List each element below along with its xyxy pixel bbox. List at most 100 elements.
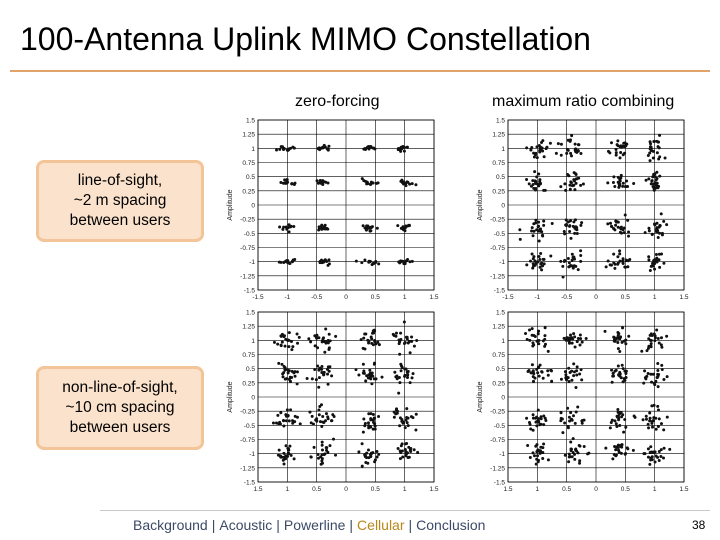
constellation-point (287, 345, 291, 349)
constellation-point (654, 427, 658, 431)
constellation-point (628, 258, 632, 262)
y-axis-label: Amplitude (227, 381, 234, 412)
constellation-point (567, 341, 571, 345)
constellation-point (649, 338, 653, 342)
constellation-point (614, 422, 618, 426)
constellation-point (399, 362, 403, 366)
constellation-point (371, 412, 375, 416)
constellation-point (283, 344, 287, 348)
constellation-point (623, 213, 627, 217)
constellation-point (648, 416, 652, 420)
constellation-point (616, 364, 620, 368)
constellation-point (534, 416, 538, 420)
constellation-point (625, 179, 629, 183)
footer-nav-powerline[interactable]: Powerline (283, 517, 346, 533)
constellation-point (279, 260, 283, 264)
constellation-point (582, 445, 586, 449)
constellation-point (320, 370, 324, 374)
constellation-point (404, 452, 408, 456)
constellation-point (525, 337, 529, 341)
constellation-point (282, 451, 286, 455)
footer-divider (100, 510, 710, 511)
constellation-point (416, 450, 420, 454)
constellation-point (562, 230, 566, 234)
y-tick-label: -1.5 (244, 480, 256, 487)
constellation-point (609, 421, 613, 425)
constellation-point (530, 229, 534, 233)
y-tick-label: -0.25 (490, 409, 505, 416)
constellation-point (361, 224, 365, 228)
constellation-point (621, 367, 625, 371)
constellation-point (393, 370, 397, 374)
constellation-point (366, 461, 370, 465)
constellation-point (579, 223, 583, 227)
constellation-point (574, 181, 578, 185)
constellation-point (573, 142, 577, 146)
constellation-point (408, 260, 412, 264)
constellation-point (367, 339, 371, 343)
footer-nav-background[interactable]: Background (133, 517, 208, 533)
constellation-point (650, 425, 654, 429)
constellation-point (643, 369, 647, 373)
y-tick-label: -0.75 (490, 437, 505, 444)
constellation-point (536, 332, 540, 336)
constellation-point (318, 366, 322, 370)
y-axis-label: Amplitude (477, 381, 484, 412)
constellation-point (623, 151, 627, 155)
constellation-point (410, 182, 414, 186)
constellation-point (576, 149, 580, 153)
constellation-point (650, 380, 654, 384)
constellation-point (561, 275, 565, 279)
constellation-point (315, 336, 319, 340)
constellation-point (618, 182, 622, 186)
constellation-point (572, 264, 576, 268)
constellation-point (614, 151, 618, 155)
constellation-point (565, 338, 569, 342)
constellation-point (278, 420, 282, 424)
constellation-point (279, 180, 283, 184)
constellation-point (624, 371, 628, 375)
constellation-point (542, 223, 546, 227)
constellation-point (414, 428, 418, 432)
constellation-point (538, 179, 542, 183)
constellation-point (283, 181, 287, 185)
constellation-point (570, 252, 574, 256)
constellation-point (580, 221, 584, 225)
y-tick-label: -1.25 (240, 273, 255, 280)
constellation-point (534, 218, 538, 222)
constellation-point (604, 265, 608, 269)
constellation-point (614, 148, 618, 152)
constellation-point (324, 412, 328, 416)
constellation-point (569, 418, 573, 422)
constellation-point (621, 257, 625, 261)
constellation-point (617, 450, 621, 454)
constellation-point (656, 145, 660, 149)
constellation-point (288, 225, 292, 229)
footer-nav-conclusion[interactable]: Conclusion (416, 517, 486, 533)
constellation-point (375, 226, 379, 230)
footer-nav-cellular[interactable]: Cellular (357, 517, 405, 533)
constellation-point (656, 140, 660, 144)
constellation-point (650, 232, 654, 236)
y-tick-label: -1.25 (490, 465, 505, 472)
constellation-point (608, 151, 612, 155)
constellation-point (318, 148, 322, 152)
constellation-point (518, 228, 522, 232)
constellation-point (367, 456, 371, 460)
constellation-point (362, 336, 366, 340)
constellation-point (657, 417, 661, 421)
constellation-point (331, 413, 335, 417)
constellation-point (365, 227, 369, 231)
constellation-point (543, 334, 547, 338)
constellation-point (392, 410, 396, 414)
constellation-point (293, 374, 297, 378)
constellation-point (623, 265, 627, 269)
constellation-point (281, 375, 285, 379)
constellation-point (610, 225, 614, 229)
y-tick-label: -1.25 (490, 273, 505, 280)
footer-nav-acoustic[interactable]: Acoustic (219, 517, 273, 533)
constellation-point (363, 424, 367, 428)
constellation-point (394, 331, 398, 335)
constellation-point (579, 259, 583, 263)
x-tick-label: 0.5 (621, 294, 630, 301)
